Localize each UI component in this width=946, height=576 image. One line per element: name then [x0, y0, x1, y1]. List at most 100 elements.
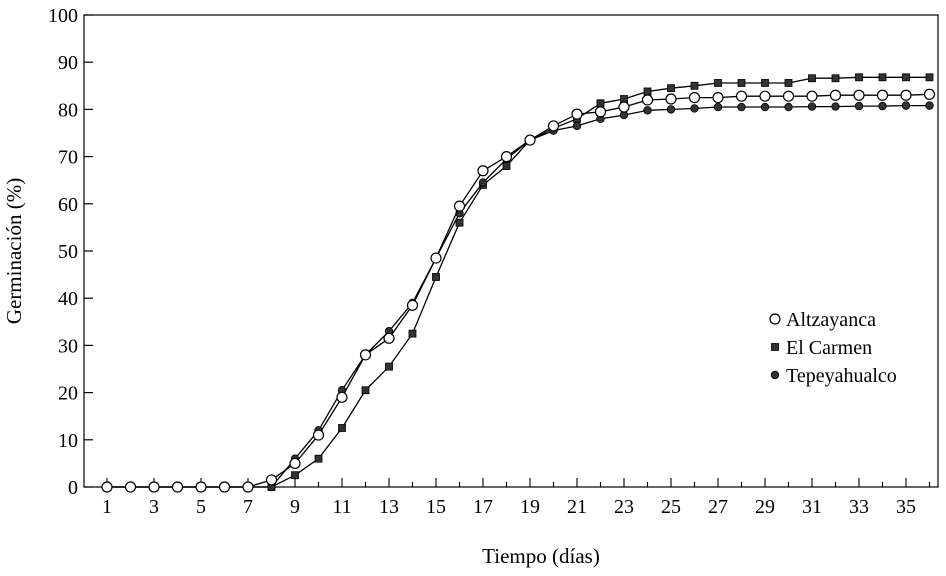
data-point-tepeyahualco — [690, 104, 699, 113]
data-point-altzayanca — [430, 252, 442, 264]
data-point-el-carmen — [314, 454, 323, 463]
data-point-altzayanca — [806, 90, 818, 102]
data-point-el-carmen — [432, 273, 440, 281]
data-point-altzayanca — [124, 481, 137, 493]
data-point-tepeyahualco — [643, 106, 652, 115]
y-tick-label: 90 — [58, 52, 78, 74]
data-point-tepeyahualco — [807, 102, 817, 111]
series-line-el-carmen — [107, 76, 930, 488]
x-axis-label: Tiempo (días) — [482, 544, 600, 568]
data-point-el-carmen — [291, 471, 299, 480]
data-point-el-carmen — [808, 74, 816, 83]
x-tick-label: 23 — [614, 496, 634, 518]
data-point-tepeyahualco — [878, 101, 887, 111]
data-point-altzayanca — [712, 91, 724, 104]
data-point-altzayanca — [571, 108, 583, 120]
data-point-el-carmen — [667, 84, 675, 93]
data-point-altzayanca — [665, 93, 677, 105]
series-el-carmen — [103, 73, 934, 491]
y-tick-label: 10 — [58, 430, 78, 452]
x-tick-label: 11 — [332, 496, 351, 518]
data-point-altzayanca — [477, 165, 489, 177]
data-point-el-carmen — [690, 81, 699, 90]
x-tick-label: 27 — [708, 496, 728, 518]
data-point-altzayanca — [148, 481, 160, 493]
y-axis-label: Germinación (%) — [2, 178, 26, 324]
data-point-el-carmen — [502, 162, 511, 170]
data-point-altzayanca — [242, 481, 254, 493]
data-point-el-carmen — [714, 79, 722, 87]
series-altzayanca — [101, 88, 936, 493]
x-tick-label: 29 — [755, 496, 775, 518]
legend: Altzayanca El Carmen Tepeyahualco — [769, 309, 897, 387]
data-point-el-carmen — [455, 218, 464, 227]
x-tick-label: 21 — [567, 496, 587, 518]
data-point-altzayanca — [171, 481, 184, 493]
data-point-el-carmen — [831, 74, 840, 83]
data-point-altzayanca — [876, 89, 889, 101]
data-point-altzayanca — [195, 481, 207, 493]
data-point-tepeyahualco — [760, 102, 770, 112]
data-point-altzayanca — [500, 151, 513, 163]
data-point-tepeyahualco — [831, 102, 840, 111]
data-point-altzayanca — [594, 106, 607, 118]
data-point-altzayanca — [853, 89, 865, 101]
data-point-el-carmen — [855, 73, 863, 82]
data-point-altzayanca — [312, 429, 325, 441]
data-point-altzayanca — [900, 89, 912, 101]
data-point-el-carmen — [902, 73, 910, 82]
legend-label-tepeyahualco: Tepeyahualco — [786, 365, 897, 387]
x-tick-label: 33 — [849, 496, 869, 518]
data-point-el-carmen — [385, 362, 393, 371]
data-point-altzayanca — [782, 90, 795, 102]
x-tick-label: 25 — [661, 496, 681, 518]
data-point-altzayanca — [336, 391, 348, 403]
y-tick-label: 100 — [48, 5, 78, 27]
data-point-altzayanca — [101, 481, 113, 493]
legend-marker-altzayanca — [769, 313, 781, 325]
data-point-tepeyahualco — [572, 121, 582, 131]
y-tick-label: 50 — [58, 241, 78, 263]
x-tick-label: 19 — [520, 496, 540, 518]
data-point-altzayanca — [406, 299, 419, 311]
x-tick-label: 31 — [802, 496, 822, 518]
data-point-altzayanca — [359, 349, 372, 361]
x-tick-label: 7 — [243, 496, 253, 518]
data-point-el-carmen — [338, 424, 346, 432]
data-point-el-carmen — [878, 73, 887, 82]
x-tick-label: 17 — [473, 496, 493, 518]
y-tick-label: 20 — [58, 383, 78, 405]
data-point-el-carmen — [737, 79, 746, 87]
data-point-el-carmen — [761, 79, 769, 87]
legend-label-el-carmen: El Carmen — [786, 337, 872, 359]
data-point-altzayanca — [829, 89, 842, 101]
y-tick-label: 0 — [68, 477, 78, 499]
y-tick-label: 70 — [58, 147, 78, 169]
data-point-tepeyahualco — [854, 101, 864, 111]
x-tick-label: 15 — [426, 496, 446, 518]
x-tick-label: 35 — [896, 496, 916, 518]
data-point-altzayanca — [524, 134, 536, 146]
data-point-el-carmen — [361, 386, 370, 395]
x-tick-label: 1 — [102, 496, 112, 518]
series-tepeyahualco — [102, 101, 934, 492]
x-tick-label: 9 — [290, 496, 300, 518]
data-point-altzayanca — [641, 94, 654, 106]
data-point-el-carmen — [643, 87, 652, 96]
data-point-el-carmen — [784, 79, 793, 87]
data-point-el-carmen — [925, 73, 934, 82]
plot-frame — [83, 14, 939, 488]
data-point-altzayanca — [218, 481, 231, 493]
legend-marker-tepeyahualco — [770, 370, 780, 380]
data-point-altzayanca — [453, 200, 466, 212]
legend-label-altzayanca: Altzayanca — [786, 309, 876, 331]
legend-marker-el-carmen — [771, 343, 779, 351]
data-point-tepeyahualco — [666, 105, 676, 114]
data-point-altzayanca — [759, 90, 771, 102]
data-point-tepeyahualco — [713, 102, 723, 112]
data-point-el-carmen — [596, 99, 605, 108]
data-point-altzayanca — [688, 91, 701, 104]
series-line-tepeyahualco — [107, 104, 930, 488]
